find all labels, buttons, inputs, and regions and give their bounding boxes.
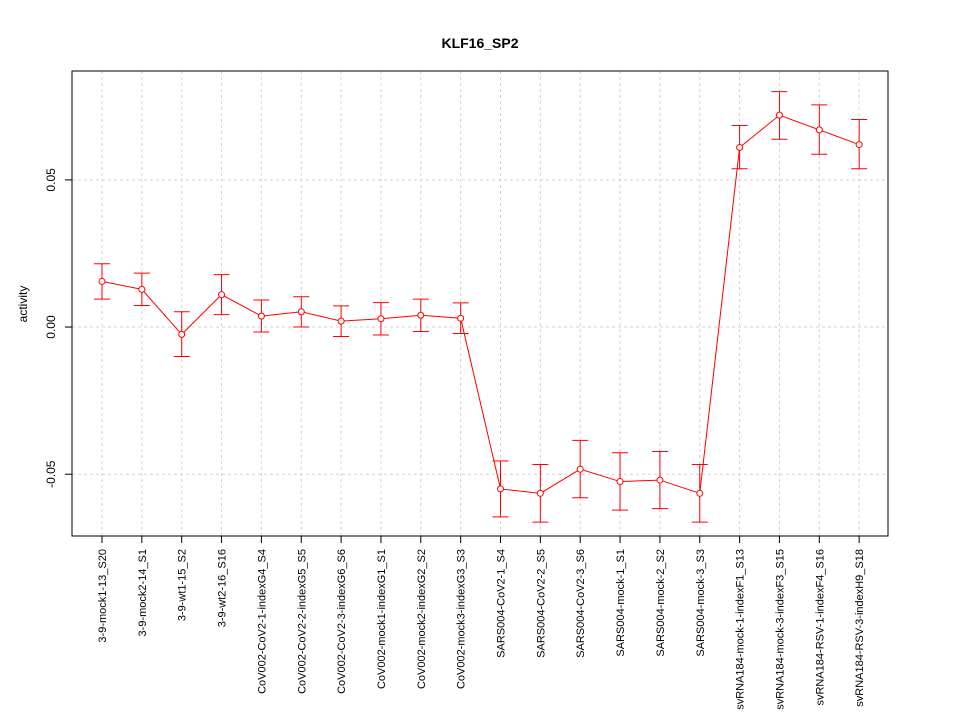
y-tick-label: -0.05 (44, 460, 58, 488)
data-point (98, 277, 106, 285)
data-point (218, 291, 226, 299)
x-tick-label: SARS004-CoV2-3_S6 (575, 549, 587, 658)
data-point (855, 141, 863, 149)
y-axis-label: activity (16, 286, 30, 323)
data-point (138, 285, 146, 293)
data-point (417, 311, 425, 319)
plot-frame (71, 70, 889, 537)
y-tick-label: 0.05 (44, 168, 58, 192)
x-tick-label: SARS004-mock-3_S3 (695, 549, 707, 657)
x-tick-label: svRNA184-RSV-3-indexH9_S18 (854, 549, 866, 707)
data-point (775, 111, 783, 119)
x-tick-label: SARS004-mock-2_S2 (655, 549, 667, 657)
x-tick-label: SARS004-mock-1_S1 (615, 549, 627, 657)
x-tick-label: svRNA184-mock-1-indexF1_S13 (735, 549, 747, 710)
data-point (815, 126, 823, 134)
data-point (616, 478, 624, 486)
grid (72, 71, 888, 536)
chart-title: KLF16_SP2 (441, 35, 518, 51)
x-tick-label: CoV002-mock3-indexG3_S3 (456, 549, 468, 689)
x-tick-label: SARS004-CoV2-2_S5 (535, 549, 547, 658)
data-point (297, 308, 305, 316)
x-tick-label: CoV002-CoV2-3-indexG6_S6 (336, 549, 348, 694)
data-point (656, 476, 664, 484)
x-tick-label: CoV002-mock1-indexG1_S1 (376, 549, 388, 689)
x-tick-label: 3-9-mock2-14_S1 (137, 549, 149, 636)
x-tick-label: CoV002-CoV2-2-indexG5_S5 (296, 549, 308, 694)
data-point (377, 315, 385, 323)
x-tick-label: 3-9-wt1-15_S2 (177, 549, 189, 621)
series-line (101, 114, 860, 494)
data-point (576, 465, 584, 473)
data-point (457, 314, 465, 322)
axes: -0.05 0.00 0.05 3-9-mock1-13_S20 3-9-mock2-1… (44, 168, 866, 710)
data-point (696, 489, 704, 497)
series-layer (94, 91, 868, 523)
x-tick-label: SARS004-CoV2-1_S4 (496, 549, 508, 658)
data-point (497, 485, 504, 493)
x-tick-label: 3-9-mock1-13_S20 (97, 549, 109, 643)
x-tick-label: svRNA184-RSV-1-indexF4_S16 (814, 549, 826, 706)
x-tick-label: CoV002-CoV2-1-indexG4_S4 (256, 549, 268, 694)
data-point (736, 144, 744, 152)
data-point (257, 312, 265, 320)
data-point (337, 317, 345, 325)
x-tick-label: 3-9-wt2-16_S16 (217, 549, 229, 627)
x-tick-label: svRNA184-mock-3-indexF3_S15 (774, 549, 786, 710)
data-point (536, 489, 544, 497)
data-point (178, 330, 186, 338)
x-tick-label: CoV002-mock2-indexG2_S2 (416, 549, 428, 689)
y-tick-label: 0.00 (44, 315, 58, 339)
